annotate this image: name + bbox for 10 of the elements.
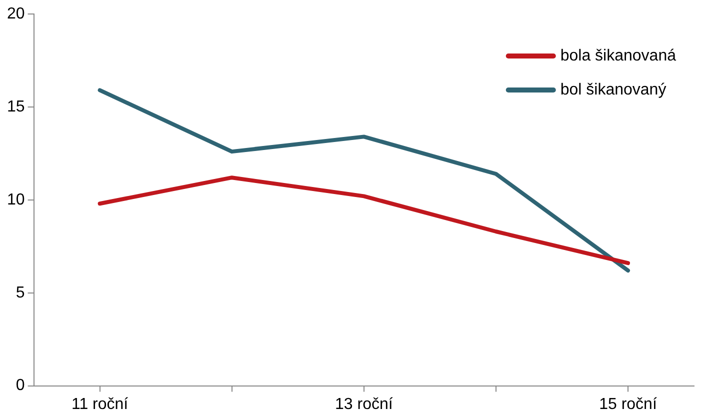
x-tick-label: 13 roční: [334, 396, 394, 413]
y-tick-label: 20: [7, 5, 25, 22]
y-tick-label: 5: [16, 284, 25, 302]
x-tick-label: 11 roční: [72, 396, 129, 413]
legend-label: bola šikanovaná: [560, 47, 676, 64]
y-tick-label: 15: [7, 98, 25, 116]
x-tick-label: 15 roční: [599, 396, 658, 413]
y-tick-label: 10: [7, 191, 25, 208]
y-tick-label: 0: [16, 377, 25, 394]
legend-label: bol šikanovaný: [560, 81, 666, 98]
